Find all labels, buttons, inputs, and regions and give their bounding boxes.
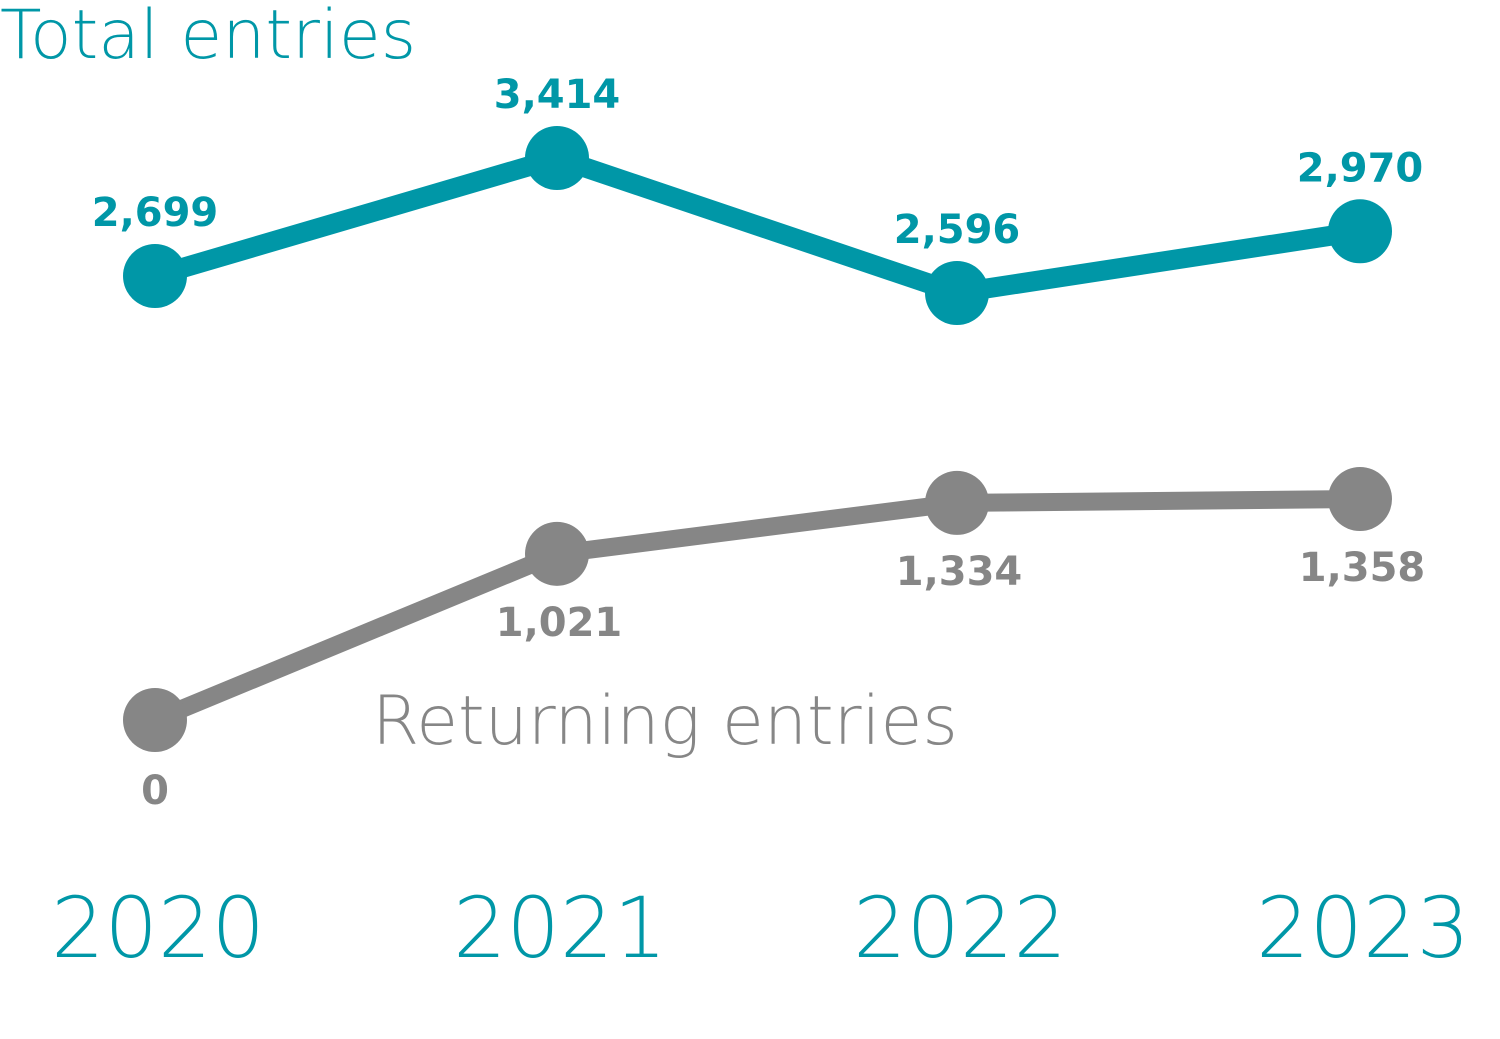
total-value-label-2022: 2,596 <box>894 207 1021 253</box>
year-label-2021: 2021 <box>453 879 667 977</box>
total-entries-series: 2,699 3,414 2,596 2,970 <box>92 72 1424 325</box>
year-label-2020: 2020 <box>51 879 265 977</box>
year-label-2022: 2022 <box>853 879 1067 977</box>
returning-point-2021 <box>525 521 589 586</box>
total-value-label-2023: 2,970 <box>1297 145 1424 191</box>
returning-point-2023 <box>1328 467 1392 531</box>
returning-entries-series-name: Returning entries <box>372 682 958 761</box>
total-value-label-2021: 3,414 <box>494 72 621 118</box>
returning-value-label-2022: 1,334 <box>896 549 1023 595</box>
returning-value-label-2023: 1,358 <box>1299 545 1426 591</box>
total-point-2021 <box>525 126 589 190</box>
total-point-2022 <box>925 261 989 325</box>
total-point-2023 <box>1328 199 1392 264</box>
returning-value-label-2021: 1,021 <box>496 600 623 646</box>
returning-point-2022 <box>925 470 989 535</box>
total-entries-line <box>145 148 1370 303</box>
total-point-2020 <box>123 244 187 309</box>
returning-point-2020 <box>123 688 187 752</box>
total-value-label-2020: 2,699 <box>92 190 219 236</box>
returning-value-label-2020: 0 <box>141 768 169 814</box>
returning-entries-line <box>146 490 1369 729</box>
x-axis-year-labels: 2020 2021 2022 2023 <box>51 879 1470 977</box>
year-label-2023: 2023 <box>1256 879 1470 977</box>
returning-entries-series: 0 1,021 1,334 1,358 <box>123 467 1425 814</box>
total-entries-series-name: Total entries <box>0 0 416 75</box>
